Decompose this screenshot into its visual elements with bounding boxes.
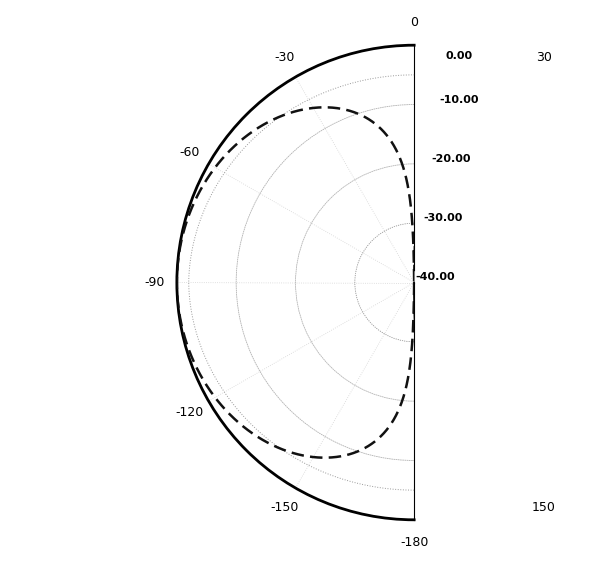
Text: -20.00: -20.00	[431, 154, 471, 164]
Text: 0.00: 0.00	[446, 51, 473, 62]
Text: -10.00: -10.00	[440, 95, 479, 106]
Text: -30.00: -30.00	[423, 213, 463, 223]
Text: -40.00: -40.00	[415, 272, 454, 281]
